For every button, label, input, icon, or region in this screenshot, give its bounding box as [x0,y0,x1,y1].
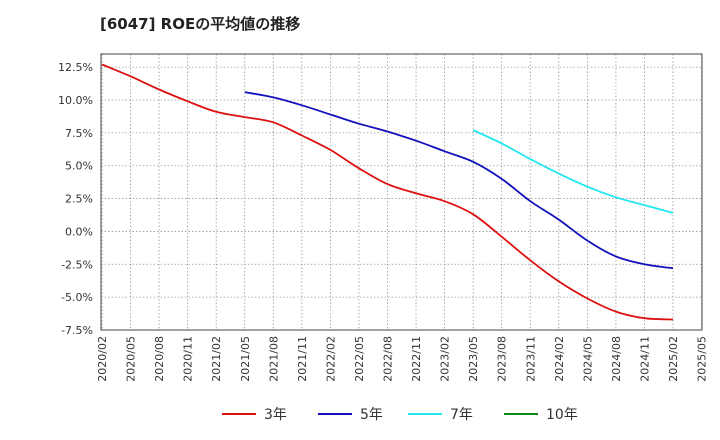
x-tick-label: 2022/05 [353,336,366,382]
x-tick-label: 2021/02 [210,336,223,382]
y-tick-label: -7.5% [61,324,93,337]
legend-label-1: 5年 [360,407,383,423]
x-tick-label: 2025/05 [696,336,709,382]
grid-layer [101,54,702,331]
y-tick-label: 10.0% [58,94,93,107]
series-line-1 [244,91,674,270]
x-tick-label: 2020/02 [96,336,109,382]
plot-frame [100,53,703,331]
legend-label-0: 3年 [264,407,287,423]
y-tick-label: 12.5% [58,61,93,74]
x-tick-label: 2020/05 [125,336,138,382]
x-tick-label: 2025/02 [667,336,680,382]
x-tick-layer: 2020/02 2020/05 2020/08 2020/11 2021/02 2021/… [96,336,709,382]
x-tick-label: 2023/02 [439,336,452,382]
series-line-0 [101,63,674,321]
legend: 3年 5年 7年 10年 [222,407,578,423]
x-tick-label: 2022/08 [382,336,395,382]
y-tick-label: 7.5% [65,127,93,140]
legend-label-3: 10年 [546,407,578,423]
y-tick-label: -2.5% [61,258,93,271]
x-tick-label: 2021/11 [296,336,309,382]
x-tick-label: 2024/05 [581,336,594,382]
y-tick-label: -5.0% [61,291,93,304]
y-tick-label: 2.5% [65,193,93,206]
series-line-2 [472,129,674,214]
x-tick-label: 2022/02 [324,336,337,382]
y-tick-label: 0.0% [65,225,93,238]
y-tick-label: 5.0% [65,160,93,173]
y-tick-layer: 12.5% 10.0% 7.5% 5.0% 2.5% 0.0% -2.5% -5.0% -7.5… [58,61,93,337]
x-tick-label: 2024/11 [638,336,651,382]
chart-title: [6047] ROEの平均値の推移 [100,15,301,33]
x-tick-label: 2022/11 [410,336,423,382]
x-tick-label: 2023/11 [524,336,537,382]
x-tick-label: 2020/11 [182,336,195,382]
x-tick-label: 2023/05 [467,336,480,382]
x-tick-label: 2024/02 [553,336,566,382]
series-layer [101,63,674,321]
x-tick-label: 2023/08 [496,336,509,382]
x-tick-label: 2021/05 [239,336,252,382]
x-tick-label: 2020/08 [153,336,166,382]
legend-label-2: 7年 [450,407,473,423]
x-tick-label: 2021/08 [267,336,280,382]
x-tick-label: 2024/08 [610,336,623,382]
